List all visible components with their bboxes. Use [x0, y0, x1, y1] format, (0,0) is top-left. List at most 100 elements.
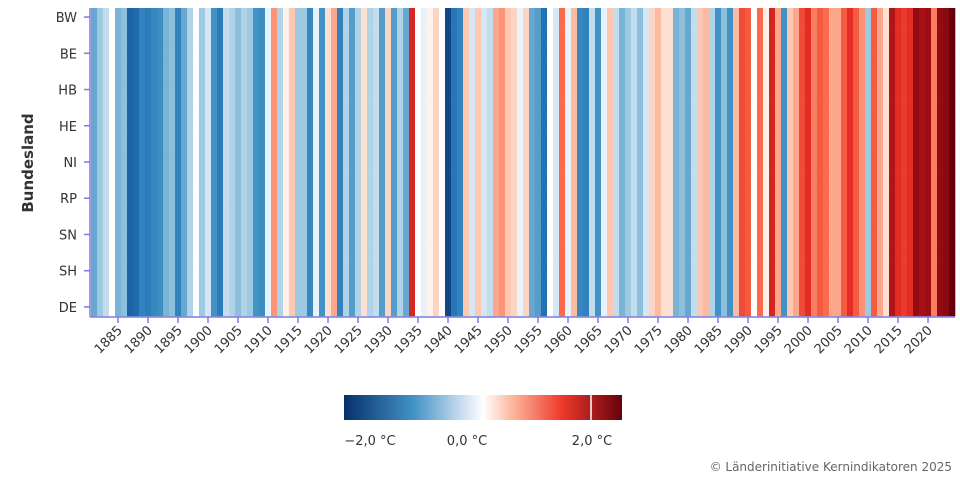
heatmap-cell [799, 297, 806, 317]
heatmap-cell [709, 279, 716, 299]
heatmap-cell [169, 152, 176, 172]
heatmap-cell [535, 26, 542, 45]
heatmap-cell [685, 44, 692, 63]
heatmap-cell [199, 189, 206, 208]
heatmap-cell [385, 297, 392, 317]
heatmap-cell [883, 26, 890, 45]
heatmap-cell [499, 207, 506, 226]
heatmap-cell [649, 26, 656, 45]
heatmap-cell [781, 297, 788, 317]
heatmap-cell [193, 189, 200, 208]
heatmap-cell [301, 134, 308, 154]
heatmap-cell [553, 243, 560, 262]
heatmap-cell [799, 26, 806, 45]
heatmap-cell [595, 80, 602, 99]
heatmap-cell [151, 189, 158, 208]
heatmap-cell [553, 98, 560, 118]
heatmap-cell [595, 225, 602, 244]
heatmap-cell [637, 171, 644, 190]
heatmap-cell [823, 44, 830, 63]
heatmap-cell [631, 243, 638, 262]
heatmap-cell [727, 243, 734, 262]
heatmap-cell [883, 8, 890, 27]
heatmap-cell [631, 297, 638, 317]
heatmap-cell [211, 189, 218, 208]
heatmap-cell [529, 261, 536, 281]
heatmap-cell [673, 152, 680, 172]
heatmap-cell [133, 98, 140, 118]
heatmap-cell [901, 189, 908, 208]
heatmap-cell [361, 171, 368, 190]
heatmap-cell [151, 44, 158, 63]
x-tick-label: 1915 [272, 323, 306, 357]
heatmap-cell [721, 26, 728, 45]
x-tick-label: 1900 [182, 323, 216, 357]
heatmap-cell [91, 62, 98, 81]
heatmap-cell [421, 80, 428, 99]
heatmap-cell [841, 44, 848, 63]
heatmap-cell [307, 171, 314, 190]
heatmap-cell [865, 62, 872, 81]
heatmap-cell [151, 152, 158, 172]
heatmap-cell [217, 62, 224, 81]
heatmap-cell [811, 279, 818, 299]
heatmap-cell [193, 44, 200, 63]
heatmap-cell [691, 44, 698, 63]
heatmap-cell [337, 98, 344, 118]
heatmap-cell [139, 98, 146, 118]
heatmap-cell [751, 80, 758, 99]
heatmap-cell [319, 171, 326, 190]
heatmap-cell [787, 297, 794, 317]
heatmap-cell [133, 189, 140, 208]
heatmap-cell [547, 297, 554, 317]
heatmap-cell [145, 26, 152, 45]
heatmap-cell [511, 98, 518, 118]
heatmap-cell [331, 8, 338, 27]
heatmap-cell [667, 297, 674, 317]
heatmap-cell [613, 207, 620, 226]
heatmap-cell [307, 44, 314, 63]
heatmap-cell [337, 225, 344, 244]
heatmap-cell [505, 134, 512, 154]
heatmap-cell [517, 279, 524, 299]
heatmap-cell [709, 261, 716, 281]
heatmap-cell [253, 8, 260, 27]
heatmap-cell [493, 134, 500, 154]
heatmap-cell [241, 26, 248, 45]
heatmap-cell [223, 62, 230, 81]
heatmap-cell [661, 225, 668, 244]
heatmap-cell [625, 279, 632, 299]
heatmap-cell [535, 225, 542, 244]
heatmap-cell [679, 134, 686, 154]
heatmap-cell [835, 189, 842, 208]
heatmap-cell [469, 279, 476, 299]
heatmap-cell [475, 116, 482, 136]
heatmap-cell [943, 44, 950, 63]
heatmap-cell [367, 261, 374, 281]
heatmap-cell [823, 279, 830, 299]
heatmap-cell [271, 261, 278, 281]
heatmap-cell [901, 171, 908, 190]
heatmap-cell [805, 62, 812, 81]
heatmap-cell [685, 207, 692, 226]
heatmap-cell [115, 243, 122, 262]
y-tick-label: SN [59, 228, 77, 243]
heatmap-cell [847, 207, 854, 226]
heatmap-cell [817, 62, 824, 81]
heatmap-cell [355, 98, 362, 118]
heatmap-cell [517, 80, 524, 99]
heatmap-cell [817, 189, 824, 208]
heatmap-cell [397, 279, 404, 299]
heatmap-cell [751, 279, 758, 299]
heatmap-cell [925, 44, 932, 63]
heatmap-cell [541, 134, 548, 154]
heatmap-cell [673, 26, 680, 45]
heatmap-cell [715, 243, 722, 262]
heatmap-cell [433, 279, 440, 299]
heatmap-cell [457, 98, 464, 118]
heatmap-cell [637, 297, 644, 317]
heatmap-cell [247, 279, 254, 299]
heatmap-cell [409, 189, 416, 208]
heatmap-cell [817, 225, 824, 244]
heatmap-cell [805, 171, 812, 190]
